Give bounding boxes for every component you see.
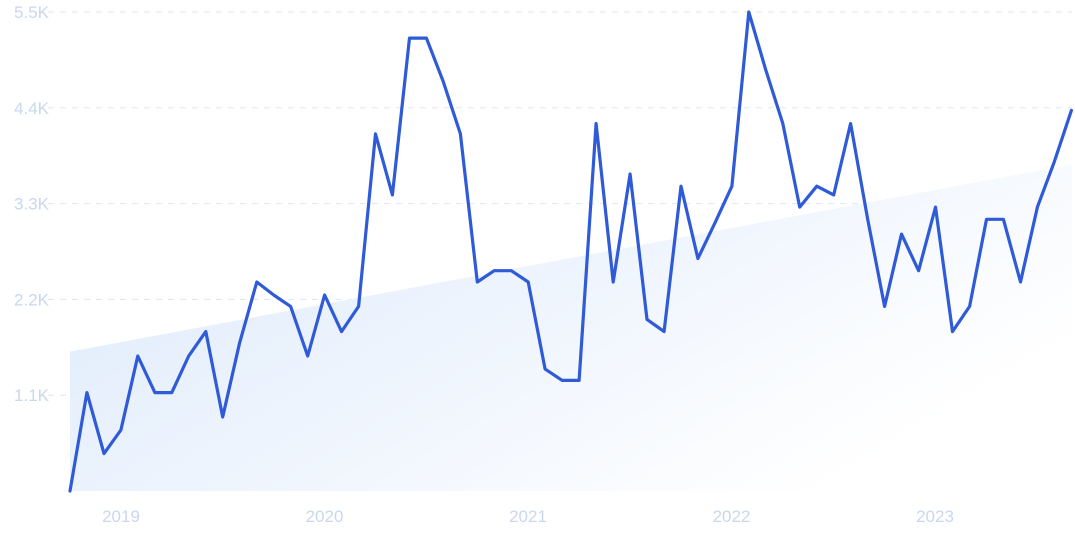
series-layer xyxy=(68,10,1073,493)
y-tick-label: 2.2K xyxy=(14,290,50,309)
x-tick-label: 2020 xyxy=(306,507,344,526)
y-axis-ticks: 1.1K 2.2K 3.3K 4.4K 5.5K xyxy=(14,3,50,405)
y-tick-label: 4.4K xyxy=(14,99,50,118)
x-tick-label: 2022 xyxy=(713,507,751,526)
series-line xyxy=(68,10,1073,493)
y-tick-label: 3.3K xyxy=(14,195,50,214)
x-axis-ticks: 2019 2020 2021 2022 2023 xyxy=(102,507,954,526)
trend-area xyxy=(70,164,1072,491)
y-tick-label: 5.5K xyxy=(14,3,50,22)
x-tick-label: 2019 xyxy=(102,507,140,526)
y-tick-label: 1.1K xyxy=(14,386,50,405)
x-tick-label: 2023 xyxy=(916,507,954,526)
x-tick-label: 2021 xyxy=(509,507,547,526)
